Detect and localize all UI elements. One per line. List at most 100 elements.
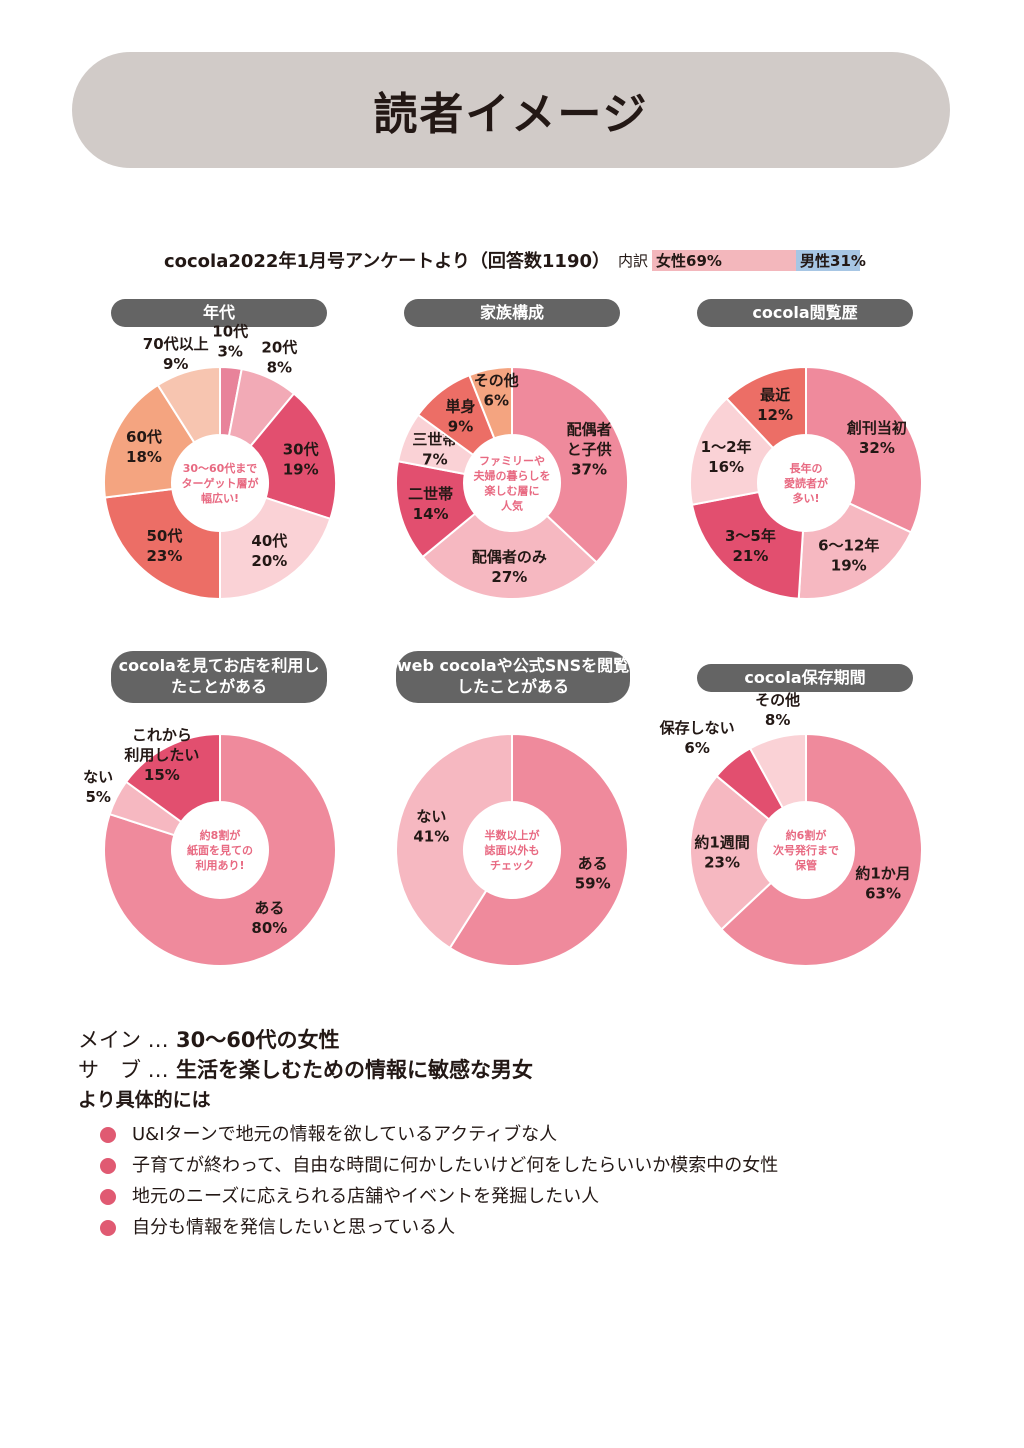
- slice-1: [511, 365, 629, 564]
- slice-2: [689, 774, 773, 931]
- slice-value-label: 21%: [732, 547, 768, 565]
- slice-value-label: 19%: [831, 556, 867, 574]
- donut-center-text: ターゲット層が: [182, 476, 259, 490]
- donut-reading-history: 創刊当初 32% 6～12年 19% 3～5年 21% 1～2年 16% 最近 12% 長年の愛読者…: [689, 365, 923, 600]
- slice-value-label: 37%: [571, 461, 607, 479]
- donut-center-text: 愛読者が: [784, 476, 828, 490]
- detail-heading: より具体的には: [78, 1089, 211, 1111]
- slice-value-label: 63%: [865, 884, 901, 902]
- donut-center-text: 紙面を見ての: [187, 843, 253, 857]
- slice-value-label: 27%: [491, 568, 527, 586]
- slice-category-label: 保存しない: [659, 719, 735, 737]
- main-key: メイン …: [78, 1028, 169, 1052]
- donut-center-text: 利用あり!: [195, 858, 244, 872]
- donut-center: [173, 436, 267, 530]
- slice-1: [805, 365, 923, 534]
- slice-value-label: 9%: [448, 418, 473, 436]
- female-label: 女性69%: [656, 251, 722, 270]
- slice-6: [467, 365, 513, 440]
- chart-title-web-sns: web cocolaや公式SNSを閲覧したことがある: [396, 651, 630, 703]
- slice-value-label: 16%: [708, 458, 744, 476]
- donut-center: [465, 803, 559, 897]
- bullet-text: U&Iターンで地元の情報を欲しているアクティブな人: [132, 1124, 558, 1145]
- donut-center: [465, 436, 559, 530]
- bullet-text: 自分も情報を発信したいと思っている人: [132, 1217, 456, 1238]
- slice-2: [395, 732, 513, 950]
- donut-center-text: 30～60代まで: [183, 461, 258, 475]
- male-share-bar: 男性31%: [796, 249, 866, 271]
- slice-category-label: 利用したい: [124, 746, 199, 764]
- bullet-dot: [100, 1126, 116, 1143]
- donut-family: 配偶者と子供37%配偶者のみ27%二世帯14%三世帯7%単身9%その他6%ファミ…: [395, 365, 629, 600]
- survey-info: cocola2022年1月号アンケートより（回答数1190） 内訳 女性69% …: [0, 247, 1024, 273]
- chart-title-age: 年代: [111, 299, 327, 327]
- slice-6: [103, 383, 196, 499]
- slice-1: [103, 732, 337, 967]
- chart-title-family: 家族構成: [404, 299, 620, 327]
- slice-category-label: 70代以上: [143, 335, 209, 353]
- list-item: 自分も情報を発信したいと思っている人: [100, 1212, 978, 1243]
- slice-category-label: 約1週間: [694, 834, 749, 852]
- slice-2: [421, 512, 598, 600]
- slice-value-label: 20%: [251, 552, 287, 570]
- bullet-text: 地元のニーズに応えられる店舗やイベントを発掘したい人: [132, 1186, 600, 1207]
- slice-category-label: 配偶者: [567, 421, 612, 439]
- chart-title-reading-history: cocola閲覧歴: [697, 299, 913, 327]
- list-item: 地元のニーズに応えられる店舗やイベントを発掘したい人: [100, 1181, 978, 1212]
- slice-category-label: 6～12年: [818, 536, 879, 554]
- list-item: 子育てが終わって、自由な時間に何かしたいけど何をしたらいいか模索中の女性: [100, 1150, 978, 1181]
- donut-center-text: 夫婦の暮らしを: [474, 469, 551, 483]
- sub-value: 生活を楽しむための情報に敏感な男女: [176, 1058, 533, 1082]
- slice-value-label: 8%: [267, 358, 292, 376]
- donut-center-text: ファミリーや: [479, 455, 545, 468]
- female-share-bar: 女性69%: [652, 249, 797, 271]
- slice-category-label: 単身: [446, 398, 476, 416]
- list-item: U&Iターンで地元の情報を欲しているアクティブな人: [100, 1119, 978, 1150]
- bullet-dot: [100, 1188, 116, 1205]
- donut-center-text: 約6割が: [786, 828, 827, 842]
- slice-value-label: 6%: [684, 739, 709, 757]
- slice-category-label: 最近: [760, 386, 790, 404]
- slice-value-label: 32%: [859, 439, 895, 457]
- slice-value-label: 23%: [146, 547, 182, 565]
- slice-5: [103, 487, 221, 601]
- slice-category-label: これから: [132, 726, 192, 744]
- slice-1: [448, 732, 629, 967]
- donut-center-text: 保管: [794, 858, 817, 872]
- slice-category-label: ある: [578, 854, 608, 872]
- sub-target: サ ブ … 生活を楽しむための情報に敏感な男女: [78, 1055, 978, 1085]
- slice-category-label: 30代: [283, 441, 319, 459]
- slice-value-label: 6%: [484, 391, 509, 409]
- bullet-dot: [100, 1157, 116, 1174]
- slice-4: [219, 496, 332, 601]
- donut-center-text: 人気: [501, 499, 523, 513]
- chart-title-store-use: cocolaを見てお店を利用したことがある: [111, 651, 327, 703]
- slice-category-label: 3～5年: [725, 527, 776, 545]
- bullet-text: 子育てが終わって、自由な時間に何かしたいけど何をしたらいいか模索中の女性: [132, 1155, 779, 1176]
- sub-key: サ ブ …: [78, 1058, 169, 1082]
- reader-summary: メイン … 30～60代の女性 サ ブ … 生活を楽しむための情報に敏感な男女 …: [78, 1025, 978, 1243]
- slice-value-label: 19%: [283, 461, 319, 479]
- main-value: 30～60代の女性: [176, 1028, 340, 1052]
- donut-center-text: 幅広い!: [201, 491, 239, 505]
- slice-value-label: 8%: [765, 711, 790, 729]
- slice-value-label: 12%: [757, 406, 793, 424]
- detail-list: U&Iターンで地元の情報を欲しているアクティブな人 子育てが終わって、自由な時間…: [78, 1119, 978, 1243]
- donut-center: [173, 803, 267, 897]
- survey-source: cocola2022年1月号アンケートより（回答数1190）: [163, 251, 610, 272]
- slice-5: [725, 365, 807, 450]
- slice-value-label: 18%: [126, 448, 162, 466]
- slice-category-label: 40代: [251, 532, 287, 550]
- slice-category-label: ない: [83, 768, 113, 786]
- slice-4: [748, 732, 807, 810]
- slice-category-label: その他: [474, 371, 519, 389]
- donut-center-text: 長年の: [790, 461, 823, 475]
- donut-center-text: 多い!: [792, 491, 819, 505]
- slice-value-label: 3%: [217, 343, 242, 361]
- slice-category-label: 50代: [147, 527, 183, 545]
- donut-center: [759, 803, 853, 897]
- slice-category-label: 二世帯: [408, 485, 453, 503]
